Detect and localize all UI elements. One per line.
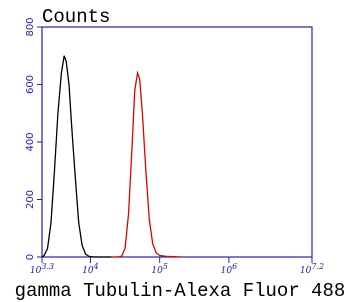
x-tick-label: 104 [82,262,99,276]
histogram-line [41,55,112,258]
y-tick-label: 200 [25,190,36,209]
y-tick-label: 0 [25,254,36,260]
x-tick-label: 107.2 [300,262,324,276]
plot-frame [41,26,313,258]
x-tick-label: 103.3 [30,262,54,276]
y-tick-label: 600 [25,75,36,94]
y-tick-label: 400 [25,132,36,151]
y-tick-label: 800 [25,17,36,36]
histogram-line [111,70,181,258]
x-tick-label: 106 [221,262,238,276]
x-tick-label: 105 [151,262,168,276]
chart-title: Counts [42,6,110,28]
x-axis-label: gamma Tubulin-Alexa Fluor 488 [15,280,346,302]
